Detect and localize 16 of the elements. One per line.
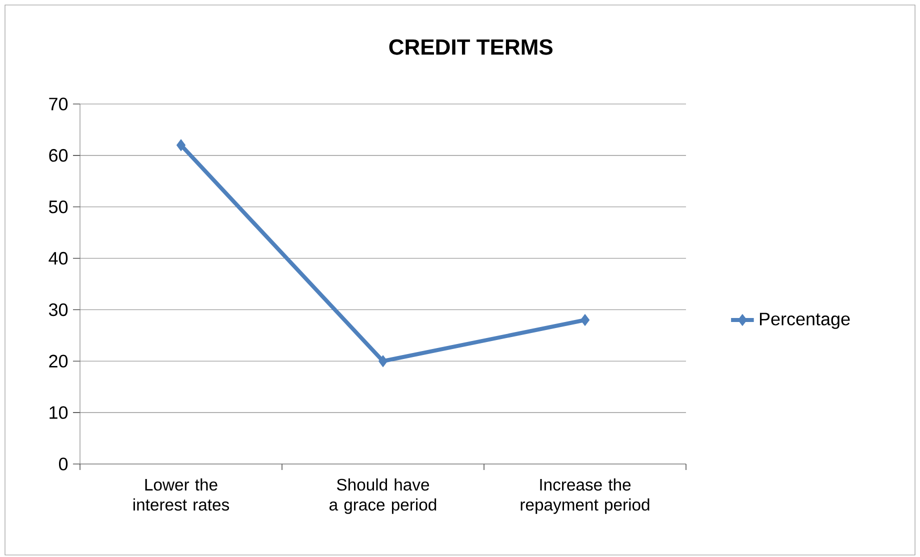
y-tick-label: 60 <box>49 149 68 162</box>
point <box>378 355 388 368</box>
chart-title: CREDIT TERMS <box>389 39 553 55</box>
legend-label: Percentage <box>760 312 850 329</box>
x-tick-label: Increase the repayment period <box>520 478 650 514</box>
point <box>580 314 590 326</box>
point <box>176 139 186 152</box>
y-tick-label: 30 <box>48 303 68 316</box>
y-tick-label: 20 <box>49 354 68 368</box>
y-tick-label: 50 <box>48 200 68 214</box>
y-tick-label: 10 <box>50 406 68 419</box>
y-tick-label: 40 <box>48 252 68 265</box>
y-tick-label: 0 <box>58 458 68 470</box>
x-tick-label: Lower the interest rates <box>133 478 230 511</box>
y-tick-label: 70 <box>49 98 68 110</box>
x-tick-label: Should have a grace period <box>330 478 436 514</box>
